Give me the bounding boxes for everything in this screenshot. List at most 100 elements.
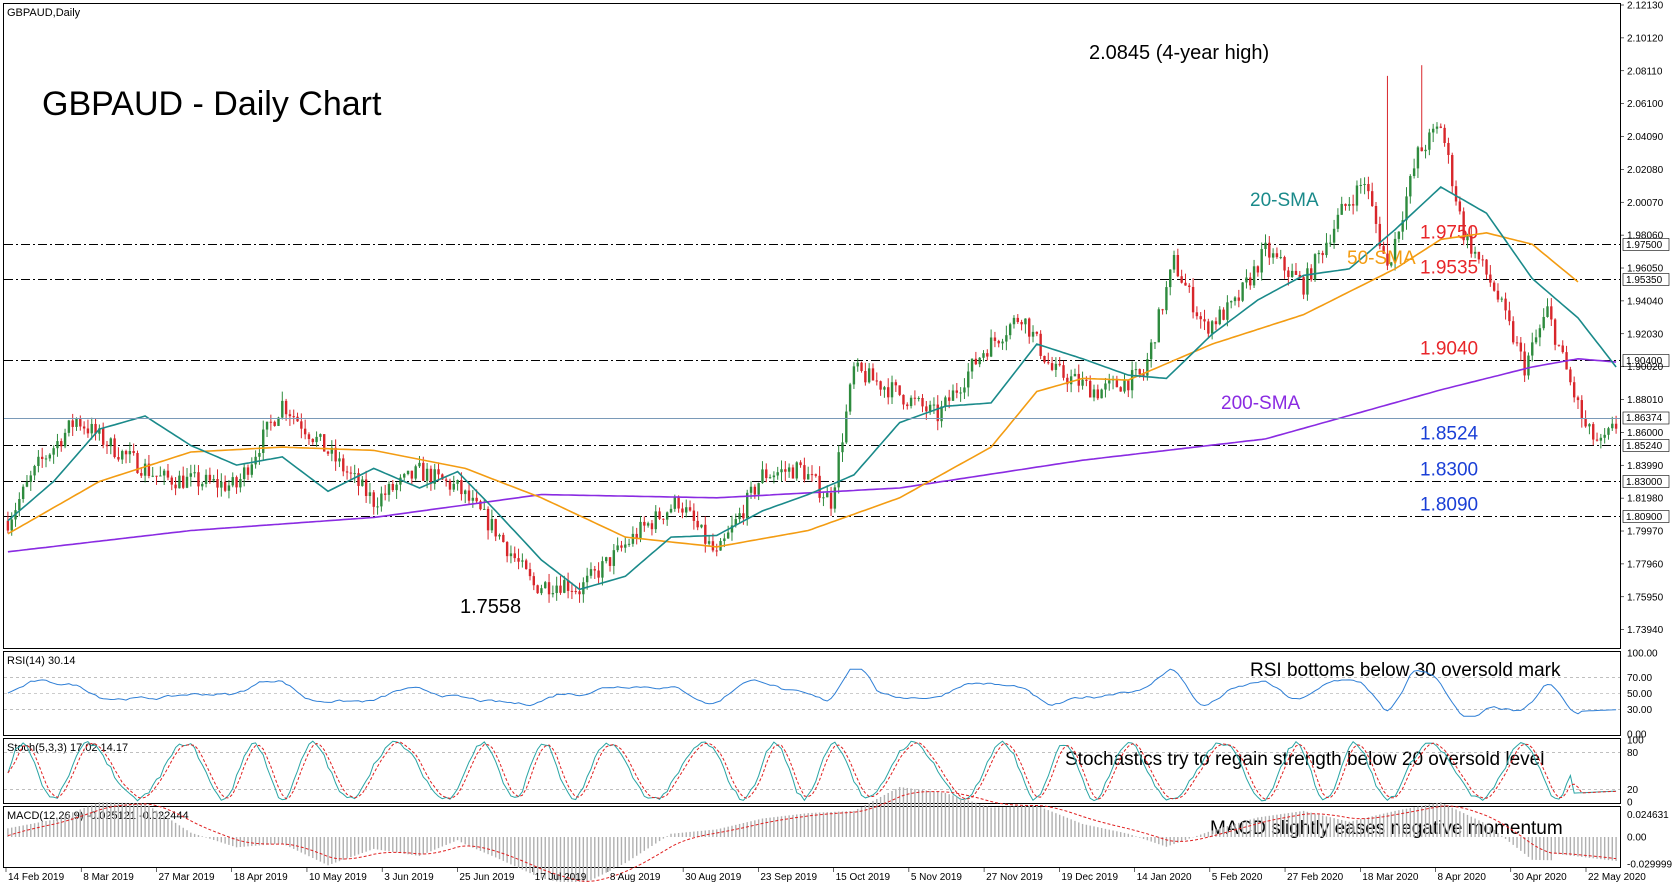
candle-body <box>425 468 429 481</box>
candle-body <box>433 469 436 484</box>
candle-body <box>490 519 494 531</box>
candle-body <box>1531 342 1534 356</box>
candle-body <box>909 397 913 407</box>
candle-body <box>1405 196 1408 221</box>
candle-body <box>1172 255 1176 270</box>
macd-panel: MACD(12,26,9) -0.025121 -0.022444 MACD s… <box>7 786 1672 882</box>
candle-body <box>414 466 417 479</box>
candle-body <box>174 484 177 489</box>
candle-body <box>41 456 44 460</box>
candle-body <box>810 474 814 476</box>
date-tick-label: 25 Jun 2019 <box>459 872 514 882</box>
candle-body <box>18 499 21 511</box>
candle-body <box>768 477 772 479</box>
candle-body <box>1466 234 1469 241</box>
candle-body <box>1035 331 1039 334</box>
candle-body <box>1176 255 1180 277</box>
candle-body <box>1054 363 1058 370</box>
candle-body <box>1489 274 1492 283</box>
candle-body <box>1424 149 1427 152</box>
candle-body <box>159 475 162 477</box>
candle-body <box>1344 203 1347 206</box>
candle-body <box>383 493 387 495</box>
candle-body <box>1595 439 1599 441</box>
candle-body <box>132 451 135 454</box>
candle-body <box>128 451 132 455</box>
high-annotation: 2.0845 (4-year high) <box>1089 42 1269 64</box>
candle-body <box>208 474 212 481</box>
candle-body <box>795 462 798 479</box>
candle-body <box>1447 142 1450 156</box>
candle-body <box>48 454 52 459</box>
candle-body <box>1119 387 1122 392</box>
candle-body <box>624 544 627 548</box>
candle-body <box>1332 228 1336 243</box>
candle-body <box>982 353 985 358</box>
candle-body <box>60 441 63 447</box>
candle-body <box>1169 269 1172 288</box>
candle-body <box>471 497 475 501</box>
candle-body <box>235 477 238 488</box>
symbol-label: GBPAUD,Daily <box>7 7 81 19</box>
candle-body <box>864 371 867 383</box>
candle-body <box>871 368 875 381</box>
candle-body <box>452 483 455 490</box>
candle-body <box>1538 328 1542 338</box>
candle-body <box>574 591 577 593</box>
candle-body <box>978 357 981 365</box>
candle-body <box>33 466 36 476</box>
candle-body <box>620 545 623 548</box>
candle-body <box>98 428 101 434</box>
candle-body <box>1428 132 1431 150</box>
candle-body <box>730 525 734 533</box>
candle-body <box>635 533 638 540</box>
rsi-axis-label: 70.00 <box>1627 673 1652 684</box>
level-tag-box <box>1622 475 1670 488</box>
candle-body <box>406 470 410 475</box>
candle-body <box>570 590 574 592</box>
candle-body <box>429 468 433 484</box>
price-tick-label: 1.81980 <box>1627 494 1664 505</box>
price-tick-label: 1.79970 <box>1627 527 1664 538</box>
candle-body <box>37 456 40 467</box>
candle-body <box>75 419 78 427</box>
candle-body <box>1188 285 1191 287</box>
candle-body <box>524 560 528 570</box>
candle-body <box>921 398 924 407</box>
candle-body <box>1233 297 1237 302</box>
candle-body <box>223 481 227 491</box>
candle-body <box>1016 317 1019 322</box>
candle-body <box>197 472 200 487</box>
candle-body <box>726 532 730 539</box>
candle-body <box>509 553 513 557</box>
candle-body <box>56 441 59 449</box>
price-tick-label: 1.94040 <box>1627 296 1664 307</box>
candle-body <box>1283 257 1286 271</box>
candle-body <box>1157 309 1160 343</box>
candle-body <box>1069 376 1073 385</box>
macd-signal-line <box>7 791 1617 882</box>
candle-body <box>787 467 791 472</box>
rsi-axis-label: 100.00 <box>1627 649 1658 660</box>
candle-body <box>403 474 406 478</box>
candle-body <box>883 387 886 390</box>
candle-body <box>1249 277 1252 286</box>
chart-title: GBPAUD - Daily Chart <box>42 85 382 123</box>
date-tick-label: 30 Apr 2020 <box>1513 872 1567 882</box>
candle-body <box>517 558 520 562</box>
candle-body <box>460 480 463 495</box>
candle-body <box>1134 369 1138 371</box>
date-tick-label: 5 Feb 2020 <box>1212 872 1263 882</box>
level-tag-box <box>1622 273 1670 286</box>
candle-body <box>593 569 596 571</box>
stoch-axis-label: 80 <box>1627 748 1639 759</box>
candle-body <box>1512 321 1515 343</box>
candle-body <box>1416 147 1420 169</box>
candle-body <box>1081 379 1084 386</box>
candle-body <box>273 421 276 426</box>
candle-body <box>1024 318 1027 325</box>
candle-body <box>1435 126 1439 129</box>
candle-body <box>361 479 364 486</box>
candle-body <box>1355 185 1359 206</box>
